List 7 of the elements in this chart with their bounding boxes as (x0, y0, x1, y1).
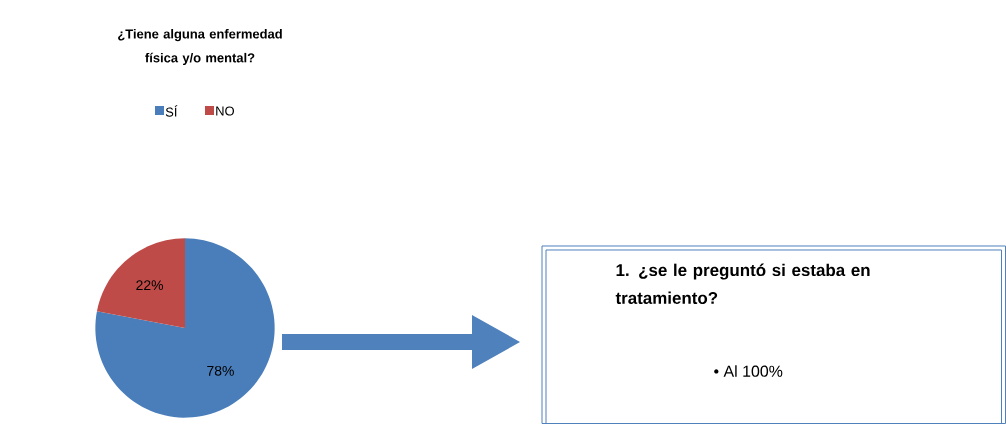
chart-title: ¿Tiene alguna enfermedad física y/o mental? (118, 29, 282, 65)
data-label: 22% (136, 280, 164, 291)
legend-label: SÍ (165, 105, 178, 117)
text: • Al 100% (714, 365, 783, 377)
legend-label: NO (216, 106, 235, 116)
text: 1. ¿se le preguntó si estaba en tratamiento? (615, 263, 870, 305)
data-label: 78% (207, 365, 234, 376)
